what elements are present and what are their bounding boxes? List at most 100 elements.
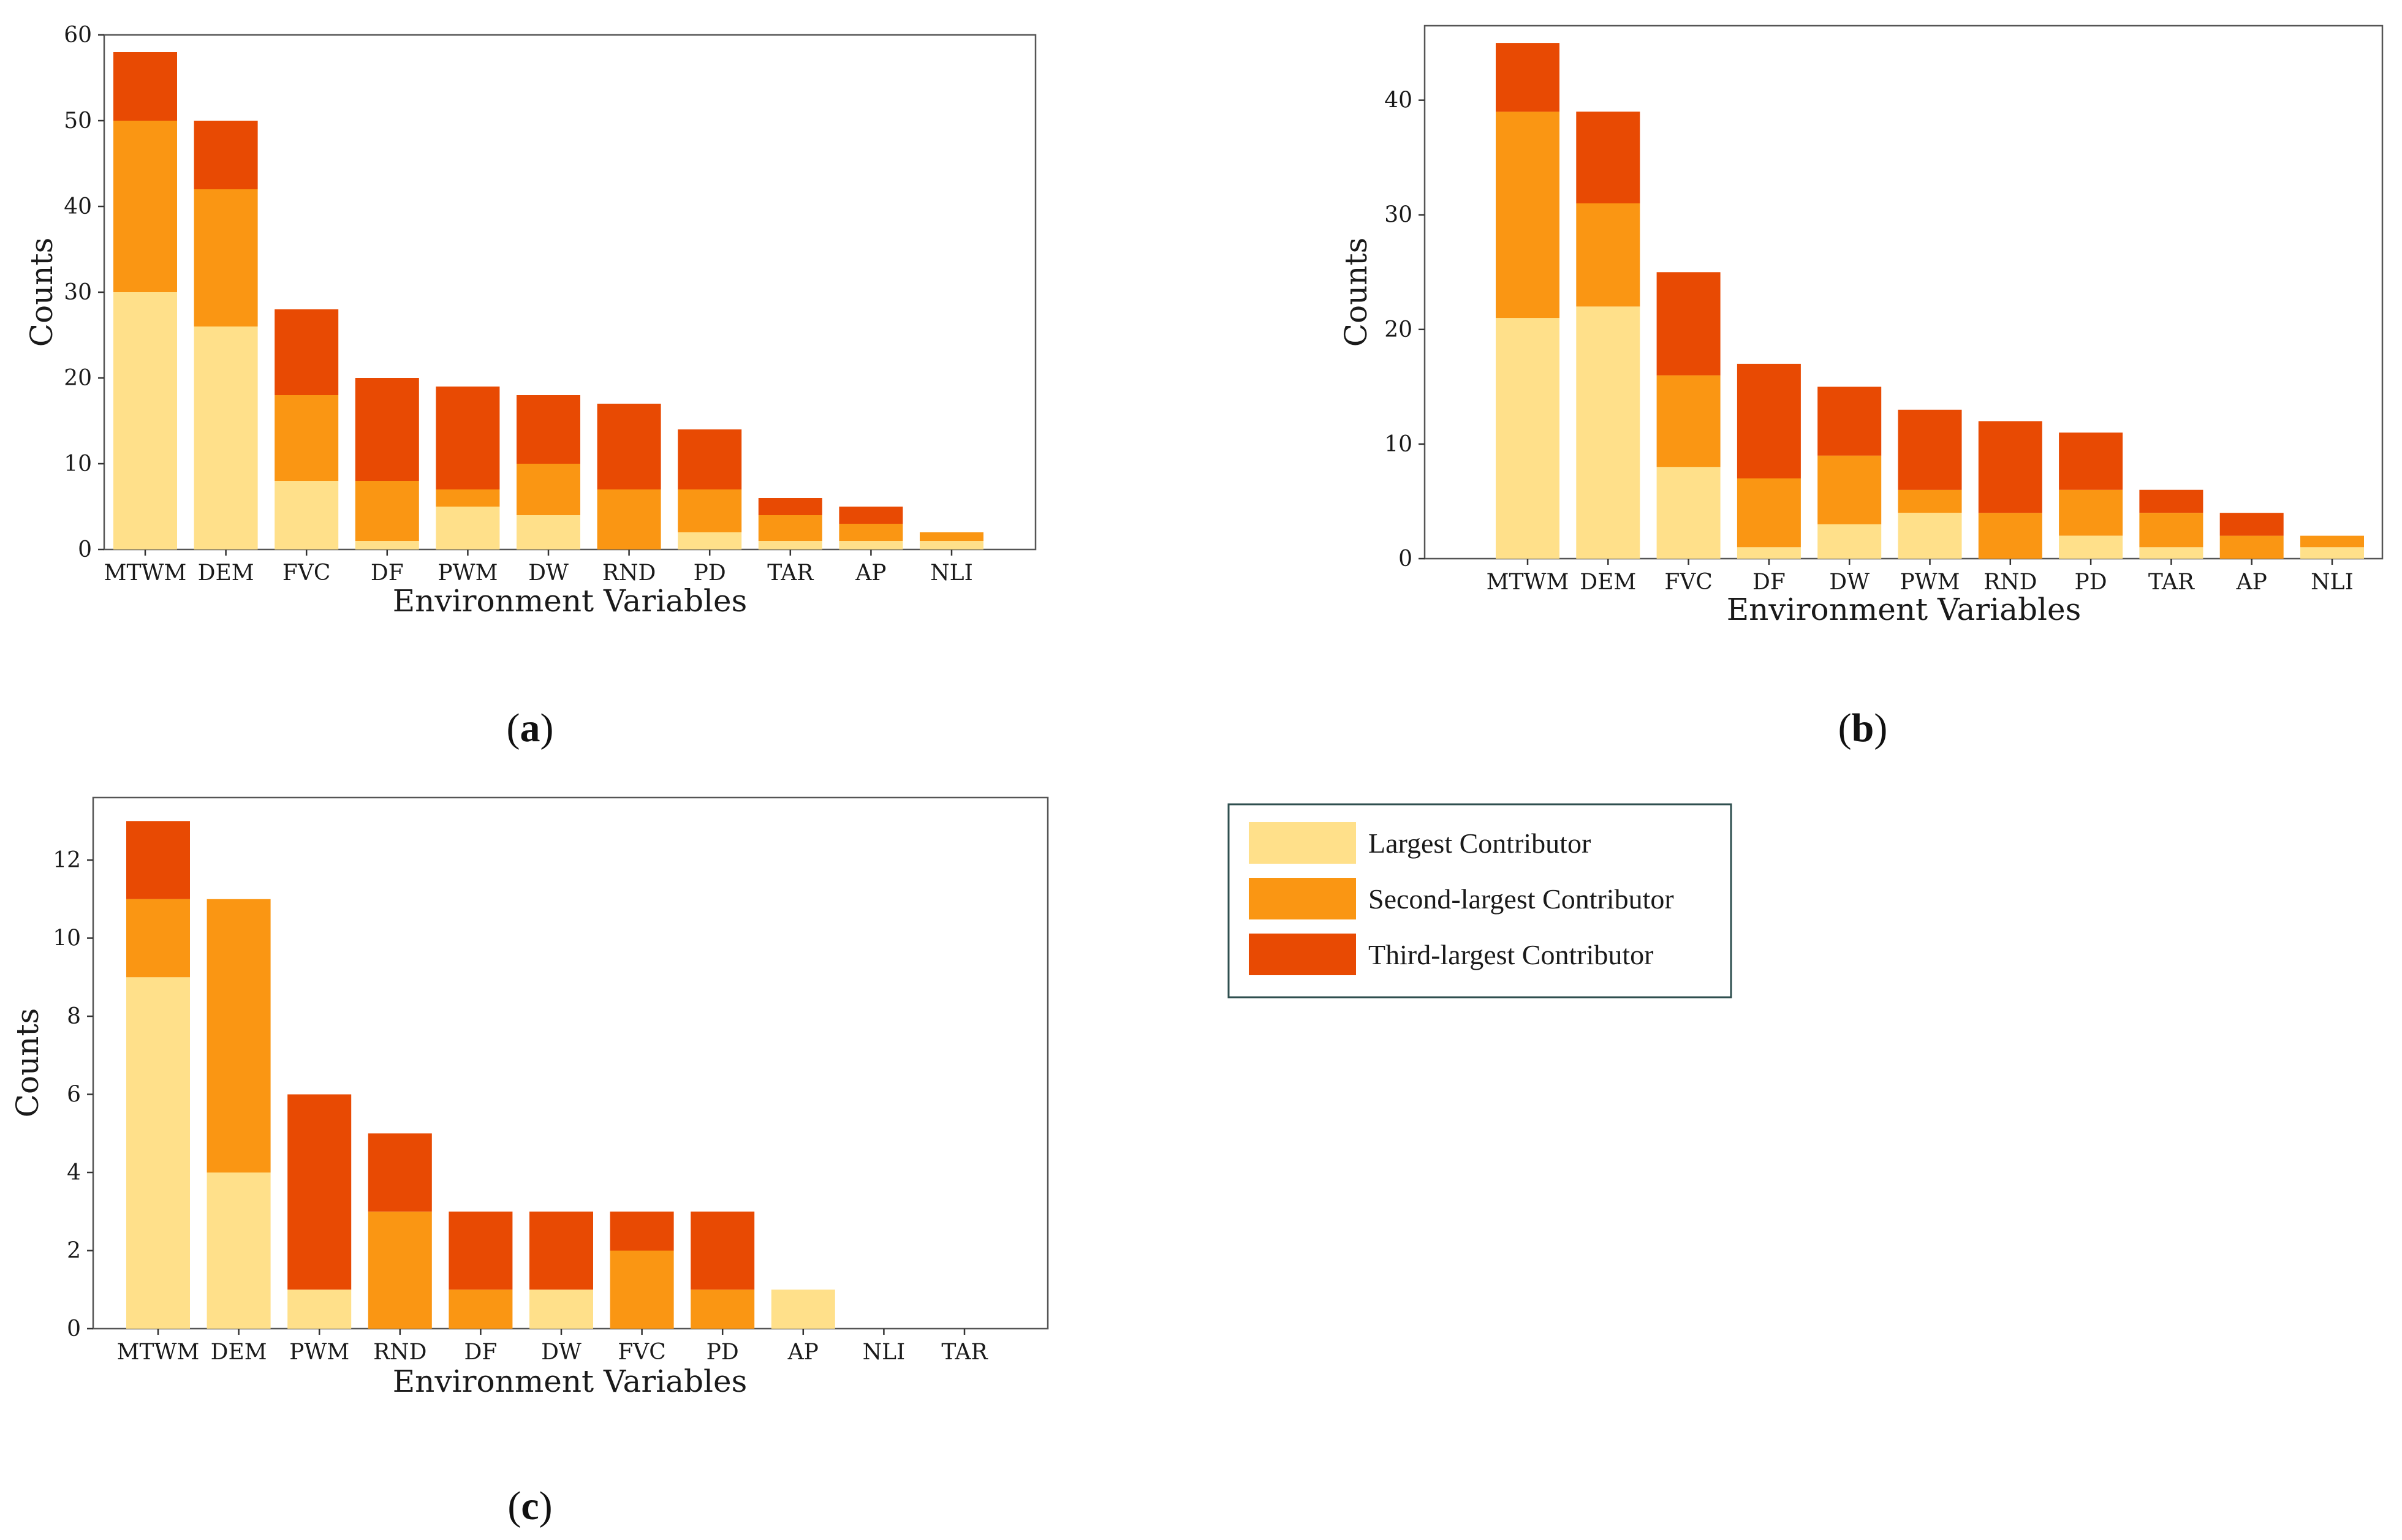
- bar-segment-tar-s3: [758, 498, 822, 515]
- bar-segment-pd-s3: [691, 1211, 755, 1290]
- legend: Largest Contributor Second-largest Contr…: [1227, 803, 1732, 998]
- x-tick-label: RND: [373, 1340, 426, 1365]
- bar-segment-mtwm-s3: [126, 821, 190, 899]
- bar-segment-fvc-s3: [1656, 272, 1721, 376]
- bar-segment-df-s3: [1737, 363, 1801, 478]
- y-tick-label: 30: [64, 280, 92, 305]
- x-axis-label: Environment Variables: [1727, 592, 2082, 627]
- bar-segment-pd-s2: [691, 1289, 755, 1329]
- bar-segment-rnd-s3: [597, 404, 661, 489]
- x-tick-label: PD: [694, 561, 726, 586]
- x-axis-label: Environment Variables: [393, 583, 748, 619]
- bar-segment-dw-s1: [529, 1289, 593, 1329]
- x-tick-label: DF: [371, 561, 404, 586]
- x-tick-label: FVC: [618, 1340, 666, 1365]
- bar-segment-ap-s1: [839, 541, 903, 549]
- bar-segment-fvc-s2: [610, 1250, 674, 1329]
- bar-segment-pd-s2: [2059, 489, 2123, 536]
- bar-group: [1496, 43, 2364, 559]
- x-tick-label: MTWM: [117, 1340, 200, 1365]
- y-tick-label: 4: [67, 1160, 81, 1185]
- x-tick-label: DEM: [198, 561, 254, 586]
- bar-segment-pwm-s1: [287, 1289, 352, 1329]
- bar-segment-ap-s2: [2219, 535, 2284, 559]
- bar-segment-tar-s3: [2139, 489, 2203, 513]
- bar-segment-fvc-s1: [275, 481, 339, 549]
- y-tick-label: 10: [53, 926, 81, 951]
- bar-segment-fvc-s2: [1656, 375, 1721, 467]
- x-tick-label: AP: [787, 1340, 819, 1365]
- x-tick-label: DEM: [1580, 570, 1636, 595]
- y-axis-label: Counts: [1338, 238, 1374, 347]
- chart-panel-b: 0 10 20 30 40 MTWM DEM FVC DF DW PWM RND PD TAR AP NLI…: [1338, 25, 2384, 750]
- x-tick-label: PWM: [438, 561, 498, 586]
- bar-group: [126, 821, 835, 1329]
- bar-segment-rnd-s3: [368, 1133, 432, 1212]
- bar-segment-pd-s1: [678, 532, 742, 549]
- bar-segment-dem-s1: [194, 326, 258, 549]
- bar-segment-df-s2: [355, 481, 419, 541]
- bar-segment-dem-s1: [206, 1172, 271, 1329]
- legend-swatch-largest: [1249, 822, 1356, 864]
- y-axis: 0 10 20 30 40 50 60: [64, 23, 104, 562]
- panel-letter: b: [1852, 706, 1874, 750]
- bar-segment-rnd-s2: [368, 1211, 432, 1329]
- x-tick-label: NLI: [863, 1340, 906, 1365]
- y-tick-label: 0: [78, 537, 92, 562]
- x-tick-label: TAR: [2148, 570, 2195, 595]
- chart-panel-c: 0 2 4 6 8 10 12 MTWM DEM PWM RND DF DW FVC PD AP NLI TAR…: [10, 796, 1049, 1528]
- bar-segment-mtwm-s3: [1496, 43, 1559, 112]
- bar-segment-mtwm-s1: [1496, 318, 1559, 559]
- x-tick-label: RND: [1983, 570, 2037, 595]
- bar-segment-fvc-s2: [275, 395, 339, 481]
- legend-swatch-third: [1249, 934, 1356, 975]
- x-tick-label: NLI: [2311, 570, 2354, 595]
- x-tick-label: NLI: [930, 561, 973, 586]
- x-tick-label: DW: [528, 561, 569, 586]
- legend-label-second: Second-largest Contributor: [1368, 883, 1674, 915]
- bar-group: [113, 52, 983, 549]
- bar-segment-pwm-s3: [436, 387, 500, 489]
- x-tick-label: MTWM: [1487, 570, 1569, 595]
- bar-segment-mtwm-s2: [113, 121, 177, 292]
- bar-segment-mtwm-s1: [113, 292, 177, 549]
- x-tick-label: PD: [2075, 570, 2107, 595]
- x-tick-label: MTWM: [104, 561, 187, 586]
- bar-segment-dem-s3: [1576, 111, 1640, 203]
- panel-label: (b): [1838, 706, 1888, 750]
- bar-segment-fvc-s3: [610, 1211, 674, 1251]
- panel-label: (a): [507, 706, 554, 750]
- y-tick-label: 2: [67, 1239, 81, 1264]
- y-tick-label: 12: [53, 848, 81, 873]
- bar-segment-pwm-s2: [1898, 489, 1962, 513]
- bar-segment-rnd-s3: [1978, 421, 2042, 513]
- bar-segment-pd-s3: [2059, 432, 2123, 490]
- bar-segment-df-s1: [355, 541, 419, 549]
- y-tick-label: 50: [64, 108, 92, 134]
- bar-segment-ap-s1: [771, 1289, 835, 1329]
- x-tick-label: DEM: [211, 1340, 267, 1365]
- x-tick-label: PWM: [1900, 570, 1960, 595]
- bar-segment-tar-s2: [2139, 513, 2203, 548]
- bar-segment-dem-s2: [1576, 203, 1640, 307]
- bar-segment-dem-s2: [194, 189, 258, 326]
- bar-segment-pd-s1: [2059, 535, 2123, 559]
- y-tick-label: 40: [64, 194, 92, 219]
- bar-segment-ap-s3: [2219, 513, 2284, 536]
- x-tick-label: DW: [541, 1340, 582, 1365]
- bar-segment-fvc-s1: [1656, 467, 1721, 559]
- bar-segment-ap-s2: [839, 524, 903, 541]
- bar-segment-pwm-s2: [436, 489, 500, 507]
- x-tick-label: TAR: [767, 561, 814, 586]
- y-tick-label: 20: [64, 366, 92, 391]
- bar-segment-df-s3: [449, 1211, 513, 1290]
- bar-segment-mtwm-s3: [113, 52, 177, 121]
- y-tick-label: 40: [1384, 88, 1412, 113]
- x-axis: MTWM DEM PWM RND DF DW FVC PD AP NLI TAR: [117, 1329, 988, 1365]
- y-tick-label: 10: [64, 451, 92, 477]
- bar-segment-dw-s3: [529, 1211, 593, 1290]
- legend-swatch-second: [1249, 878, 1356, 919]
- y-tick-label: 20: [1384, 317, 1412, 342]
- bar-segment-tar-s2: [758, 515, 822, 541]
- panel-letter: c: [521, 1484, 539, 1528]
